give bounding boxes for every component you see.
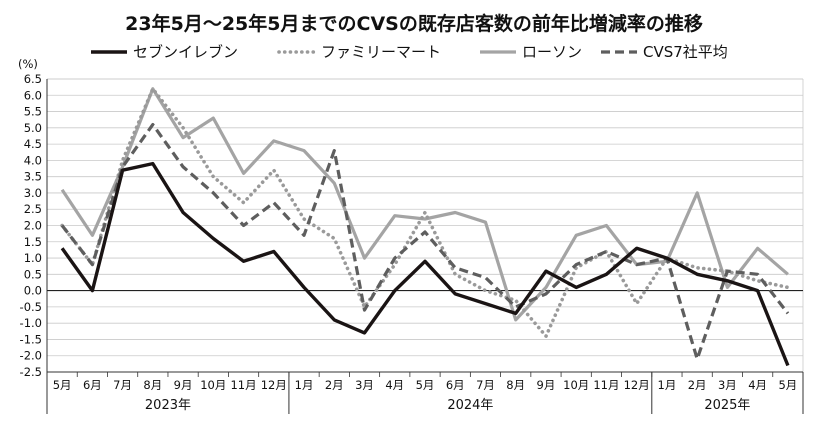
y-tick-label: 2.5: [24, 202, 42, 216]
x-tick-label: 2月: [325, 378, 344, 392]
x-tick-label: 1月: [295, 378, 314, 392]
y-tick-label: -1.0: [20, 316, 42, 330]
x-tick-label: 8月: [143, 378, 162, 392]
x-tick-label: 9月: [537, 378, 556, 392]
x-tick-label: 4月: [748, 378, 767, 392]
x-tick-label: 12月: [624, 378, 650, 392]
x-tick-label: 7月: [476, 378, 495, 392]
y-tick-label: 3.5: [24, 170, 42, 184]
y-tick-label: 0.0: [24, 284, 42, 298]
x-tick-label: 2月: [688, 378, 707, 392]
x-tick-label: 1月: [658, 378, 677, 392]
series-line: [60, 87, 789, 322]
x-tick-label: 3月: [355, 378, 374, 392]
year-label: 2024年: [447, 398, 493, 413]
year-label: 2023年: [145, 398, 191, 413]
y-tick-label: 0.5: [24, 267, 42, 281]
year-label: 2025年: [704, 398, 750, 413]
x-tick-label: 11月: [593, 378, 619, 392]
y-tick-label: 1.0: [24, 251, 42, 265]
y-tick-label: -2.5: [20, 365, 42, 379]
y-tick-label: 1.5: [24, 235, 42, 249]
x-tick-label: 5月: [778, 378, 797, 392]
x-tick-label: 6月: [83, 378, 102, 392]
series-line: [60, 161, 790, 367]
y-tick-label: 6.0: [24, 88, 42, 102]
x-tick-label: 7月: [113, 378, 132, 392]
y-tick-label: 5.0: [24, 121, 42, 135]
x-tick-label: 10月: [563, 378, 589, 392]
y-tick-label: -2.0: [20, 349, 42, 363]
gridlines: [47, 78, 804, 373]
x-tick-label: 10月: [200, 378, 226, 392]
x-tick-label: 12月: [261, 378, 287, 392]
y-tick-label: 5.5: [24, 105, 42, 119]
y-tick-label: -0.5: [20, 300, 42, 314]
y-tick-label: 2.0: [24, 219, 42, 233]
x-tick-label: 11月: [230, 378, 256, 392]
x-tick-label: 4月: [385, 378, 404, 392]
y-axis: 6.5 6.0 5.5 5.0 4.5 4.0 3.5 3.0 2.5 2.0 1.5 1.0 0.5 0…: [20, 72, 803, 379]
y-tick-label: 6.5: [24, 72, 42, 86]
y-tick-label: 4.5: [24, 137, 42, 151]
x-axis: 5月 6月 7月 8月 9月 10月 11月 12月 1月 2月 3月 4月 5月 6月 7月 8月 9月 10月…: [46, 371, 804, 414]
x-tick-label: 3月: [718, 378, 737, 392]
x-tick-label: 5月: [416, 378, 435, 392]
x-tick-label: 9月: [174, 378, 193, 392]
legend-label: セブンイレブン: [133, 43, 238, 61]
legend-label: ローソン: [522, 43, 582, 61]
x-tick-label: 5月: [53, 378, 72, 392]
legend: セブンイレブン ファミリーマート ローソン CVS7社平均: [91, 43, 728, 61]
y-tick-label: 4.0: [24, 153, 42, 167]
y-unit-label: (%): [18, 57, 38, 71]
chart-title: 23年5月～25年5月までのCVSの既存店客数の前年比増減率の推移: [125, 12, 703, 35]
y-tick-label: 3.0: [24, 186, 42, 200]
x-tick-label: 6月: [446, 378, 465, 392]
legend-label: ファミリーマート: [321, 43, 441, 61]
x-tick-label: 8月: [506, 378, 525, 392]
legend-label: CVS7社平均: [643, 43, 728, 61]
series-lines: [60, 87, 790, 367]
y-tick-label: -1.5: [20, 332, 42, 346]
